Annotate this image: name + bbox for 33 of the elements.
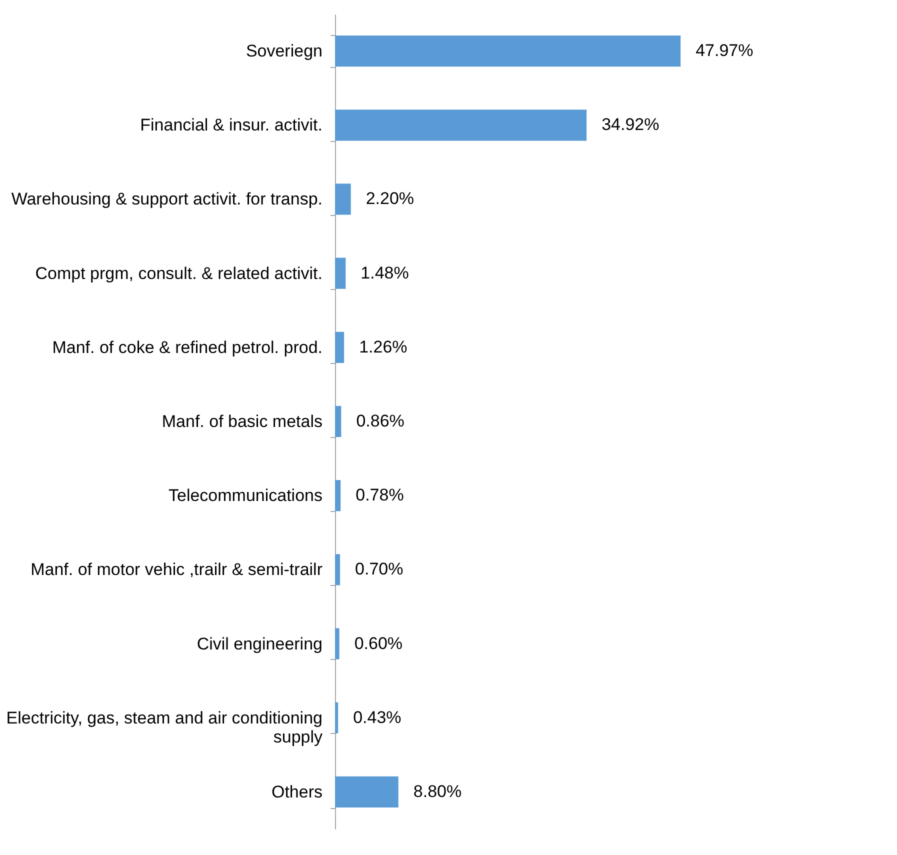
bar: [335, 35, 681, 67]
y-tick-label: Electricity, gas, steam and air conditioning supply: [6, 708, 323, 746]
data-label: 0.43%: [353, 708, 402, 727]
data-label: 47.97%: [696, 41, 754, 60]
data-label: 0.60%: [354, 634, 403, 653]
y-tick-label: Civil engineering: [196, 634, 322, 654]
y-tick-label: Compt prgm, consult. & related activit.: [35, 264, 322, 283]
y-tick-label: Financial & insur. activit.: [140, 116, 322, 135]
y-tick-label: Warehousing & support activit. for transp.: [11, 190, 322, 209]
bar: [335, 332, 344, 363]
bar: [335, 406, 342, 438]
y-tick-label: Manf. of coke & refined petrol. prod.: [52, 338, 322, 357]
y-tick-label: Others: [271, 782, 322, 802]
bar: [335, 480, 341, 512]
bar: [335, 702, 338, 734]
data-label: 0.86%: [356, 412, 404, 430]
data-label: 2.20%: [366, 189, 414, 208]
data-label: 8.80%: [413, 782, 462, 801]
bar: [335, 554, 340, 586]
data-label: 0.70%: [355, 560, 404, 579]
bar: [335, 184, 351, 215]
data-label: 34.92%: [602, 115, 660, 134]
bar: [335, 776, 398, 808]
y-tick-label: Manf. of motor vehic ,trailr & semi-trailr: [30, 560, 323, 580]
y-tick-label: Telecommunications: [168, 486, 322, 506]
y-tick-label: Soveriegn: [246, 42, 322, 61]
y-tick-label: Manf. of basic metals: [162, 412, 322, 431]
data-label: 0.78%: [356, 486, 404, 505]
bar: [335, 628, 340, 660]
bar: [335, 258, 346, 289]
data-label: 1.26%: [359, 337, 408, 356]
data-label: 1.48%: [360, 263, 409, 282]
bar: [335, 110, 587, 141]
